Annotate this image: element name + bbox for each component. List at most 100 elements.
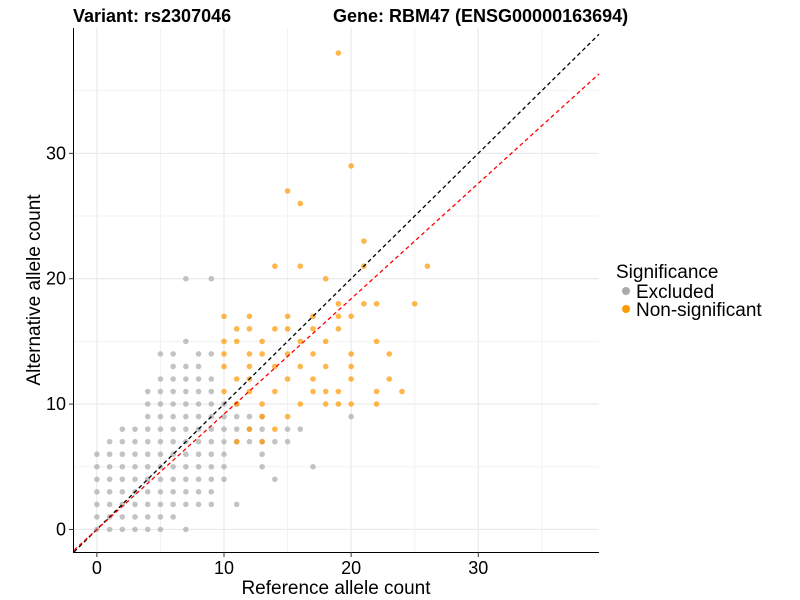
point-excluded: [144, 438, 151, 445]
point-excluded: [119, 438, 126, 445]
point-excluded: [208, 451, 215, 458]
chart-title-gene: Gene: RBM47 (ENSG00000163694): [333, 6, 628, 26]
point-non-significant: [259, 351, 265, 357]
point-excluded: [195, 388, 202, 395]
point-excluded: [195, 501, 202, 508]
point-non-significant: [233, 338, 240, 345]
point-excluded: [157, 501, 164, 508]
point-excluded: [208, 438, 215, 445]
point-excluded: [284, 438, 291, 445]
grid: [74, 28, 599, 552]
point-excluded: [221, 413, 227, 420]
point-non-significant: [233, 401, 240, 407]
point-non-significant: [386, 351, 393, 357]
point-non-significant: [272, 363, 278, 370]
point-non-significant: [221, 388, 227, 395]
point-non-significant: [233, 376, 240, 382]
point-non-significant: [284, 188, 291, 194]
point-excluded: [183, 275, 189, 282]
point-excluded: [195, 413, 202, 420]
point-excluded: [195, 476, 202, 483]
point-non-significant: [322, 388, 329, 395]
point-excluded: [94, 476, 100, 483]
point-excluded: [221, 451, 227, 458]
point-excluded: [144, 501, 151, 508]
point-excluded: [132, 476, 138, 483]
point-excluded: [157, 514, 164, 520]
x-tick-label: 20: [341, 558, 361, 578]
point-excluded: [233, 413, 240, 420]
point-non-significant: [246, 326, 253, 332]
point-non-significant: [386, 376, 393, 382]
x-tick-label: 10: [214, 558, 234, 578]
point-excluded: [132, 438, 138, 445]
point-excluded: [119, 514, 126, 520]
point-non-significant: [335, 300, 342, 307]
point-excluded: [94, 514, 100, 520]
point-excluded: [195, 351, 202, 357]
point-non-significant: [259, 338, 265, 345]
point-excluded: [208, 463, 215, 470]
point-non-significant: [259, 401, 265, 407]
point-excluded: [221, 476, 227, 483]
point-non-significant: [221, 363, 227, 370]
point-excluded: [144, 426, 151, 432]
point-excluded: [170, 426, 176, 432]
point-non-significant: [259, 438, 265, 445]
point-non-significant: [373, 338, 380, 345]
point-excluded: [208, 476, 215, 483]
point-excluded: [106, 501, 113, 508]
point-excluded: [106, 463, 113, 470]
point-excluded: [233, 426, 240, 432]
point-excluded: [195, 401, 202, 407]
point-excluded: [170, 501, 176, 508]
point-non-significant: [297, 363, 304, 370]
point-non-significant: [335, 313, 342, 320]
point-excluded: [157, 489, 164, 495]
point-excluded: [144, 401, 151, 407]
point-non-significant: [284, 413, 291, 420]
point-excluded: [119, 451, 126, 458]
point-excluded: [170, 351, 176, 357]
point-excluded: [208, 489, 215, 495]
point-non-significant: [297, 263, 304, 269]
y-tick-label: 30: [46, 143, 66, 163]
y-tick-label: 10: [46, 394, 66, 414]
identity-reference-line: [73, 33, 600, 553]
point-excluded: [94, 451, 100, 458]
point-excluded: [170, 401, 176, 407]
x-axis-title: Reference allele count: [241, 578, 431, 599]
point-non-significant: [361, 238, 367, 244]
point-non-significant: [373, 388, 380, 395]
point-non-significant: [297, 401, 304, 407]
point-excluded: [119, 476, 126, 483]
point-excluded: [106, 526, 113, 533]
point-non-significant: [348, 351, 354, 357]
point-excluded: [183, 413, 189, 420]
point-excluded: [272, 438, 278, 445]
point-excluded: [94, 489, 100, 495]
point-excluded: [183, 426, 189, 432]
point-excluded: [208, 376, 215, 382]
point-excluded: [170, 489, 176, 495]
point-non-significant: [322, 401, 329, 407]
legend: Significance Excluded Non-significant: [616, 262, 762, 321]
point-excluded: [195, 463, 202, 470]
point-excluded: [106, 489, 113, 495]
point-excluded: [233, 501, 240, 508]
point-excluded: [170, 514, 176, 520]
point-excluded: [208, 401, 215, 407]
axis-ticks: 0 10 20 30 0 10 20 30: [46, 143, 488, 578]
fitted-reference-line: [73, 73, 600, 551]
y-tick-label: 20: [46, 269, 66, 289]
point-non-significant: [322, 338, 329, 345]
point-non-significant: [335, 326, 342, 332]
legend-key-excluded: [622, 287, 630, 295]
point-non-significant: [233, 326, 240, 332]
point-non-significant: [310, 388, 316, 395]
point-excluded: [119, 426, 126, 432]
point-excluded: [183, 489, 189, 495]
point-excluded: [170, 388, 176, 395]
point-non-significant: [221, 313, 227, 320]
point-excluded: [183, 338, 189, 345]
